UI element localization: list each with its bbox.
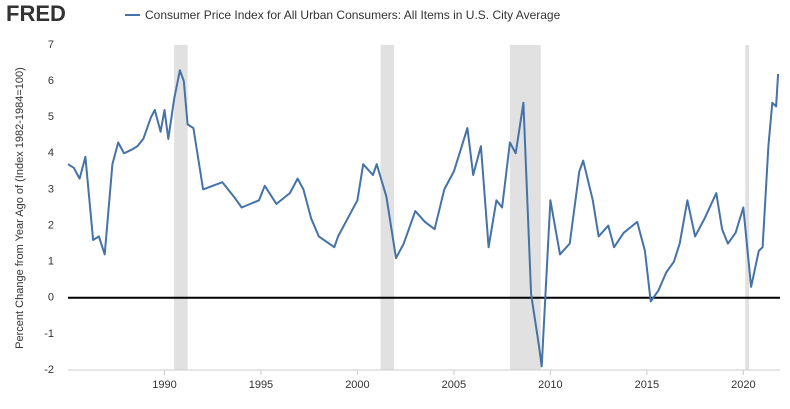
recession-band — [509, 45, 541, 370]
recession-band — [745, 45, 750, 370]
legend-label: Consumer Price Index for All Urban Consu… — [145, 8, 561, 22]
y-tick-label: 7 — [48, 39, 54, 51]
x-tick-label: 2000 — [345, 379, 369, 391]
x-tick-label: 2015 — [635, 379, 659, 391]
recession-band — [174, 45, 188, 370]
y-tick-label: 0 — [48, 292, 54, 304]
y-tick-label: 5 — [48, 111, 54, 123]
y-tick-label: -1 — [44, 328, 54, 340]
x-tick-label: 2020 — [731, 379, 755, 391]
y-axis-label: Percent Change from Year Ago of (Index 1… — [14, 67, 26, 349]
y-tick-label: 2 — [48, 219, 54, 231]
x-tick-label: 2010 — [538, 379, 562, 391]
y-tick-label: 1 — [48, 256, 54, 268]
series-line — [67, 69, 780, 368]
x-tick-label: 1990 — [152, 379, 176, 391]
y-tick-label: 4 — [48, 147, 54, 159]
y-tick-label: 6 — [48, 75, 54, 87]
y-tick-label: 3 — [48, 183, 54, 195]
x-tick-label: 2005 — [442, 379, 466, 391]
x-tick-label: 1995 — [249, 379, 273, 391]
logo: FRED — [6, 1, 66, 26]
y-tick-label: -2 — [44, 364, 54, 376]
